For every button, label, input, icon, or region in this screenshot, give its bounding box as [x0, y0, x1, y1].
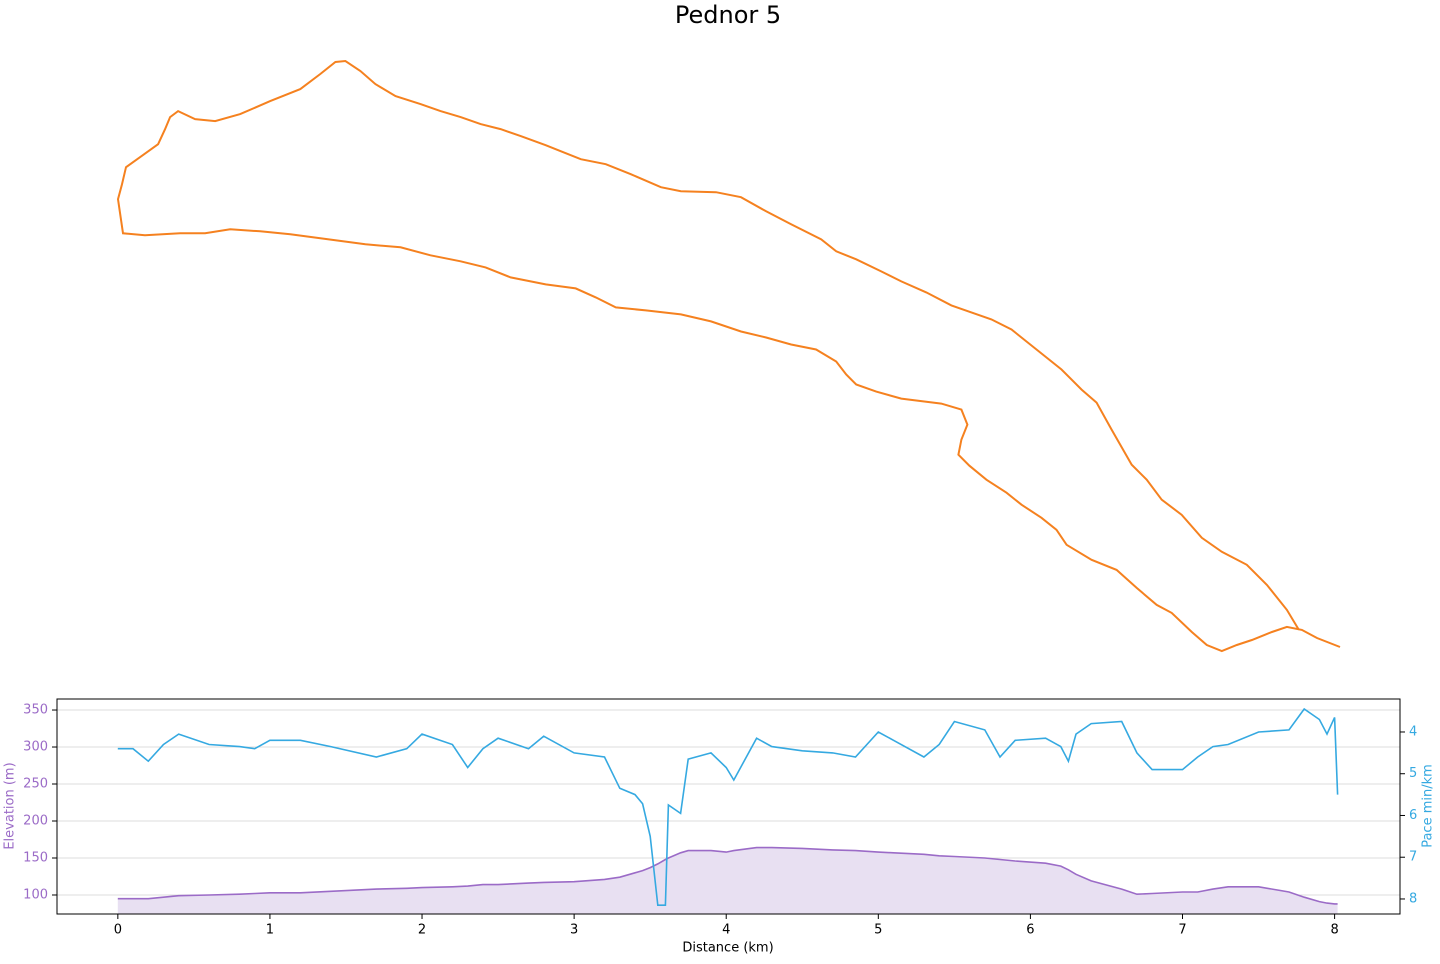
y2-tick-label: 4: [1409, 724, 1417, 739]
x-tick-label: 6: [1026, 923, 1034, 938]
y-tick-label: 300: [23, 740, 48, 755]
x-tick-label: 0: [114, 923, 122, 938]
series-line: [117, 707, 1339, 906]
y-axis-label: Elevation (m): [3, 762, 18, 849]
x-tick-label: 7: [1178, 923, 1186, 938]
area: [117, 847, 1338, 914]
x-axis-label: Distance (km): [682, 941, 773, 956]
x-tick-label: 2: [418, 923, 426, 938]
y2-tick-label: 7: [1409, 850, 1417, 865]
x-tick-label: 5: [874, 923, 882, 938]
chart-title: Pednor 5: [675, 1, 781, 29]
x-tick-label: 4: [722, 923, 730, 938]
route-line: [116, 59, 1341, 653]
x-tick-label: 1: [266, 923, 274, 938]
y-tick-label: 150: [23, 850, 48, 865]
y2-axis-label: Pace min/km: [1421, 764, 1436, 848]
y-tick-label: 350: [23, 703, 48, 718]
plot-frame: [56, 698, 1401, 915]
y2-tick-label: 8: [1409, 891, 1417, 906]
y2-tick-label: 5: [1409, 766, 1417, 781]
y-tick-label: 200: [23, 814, 48, 829]
y2-tick-label: 6: [1409, 808, 1417, 823]
y-tick-label: 100: [23, 887, 48, 902]
x-tick-label: 3: [570, 923, 578, 938]
series-line: [117, 846, 1338, 905]
y-tick-label: 250: [23, 777, 48, 792]
x-tick-label: 8: [1330, 923, 1338, 938]
